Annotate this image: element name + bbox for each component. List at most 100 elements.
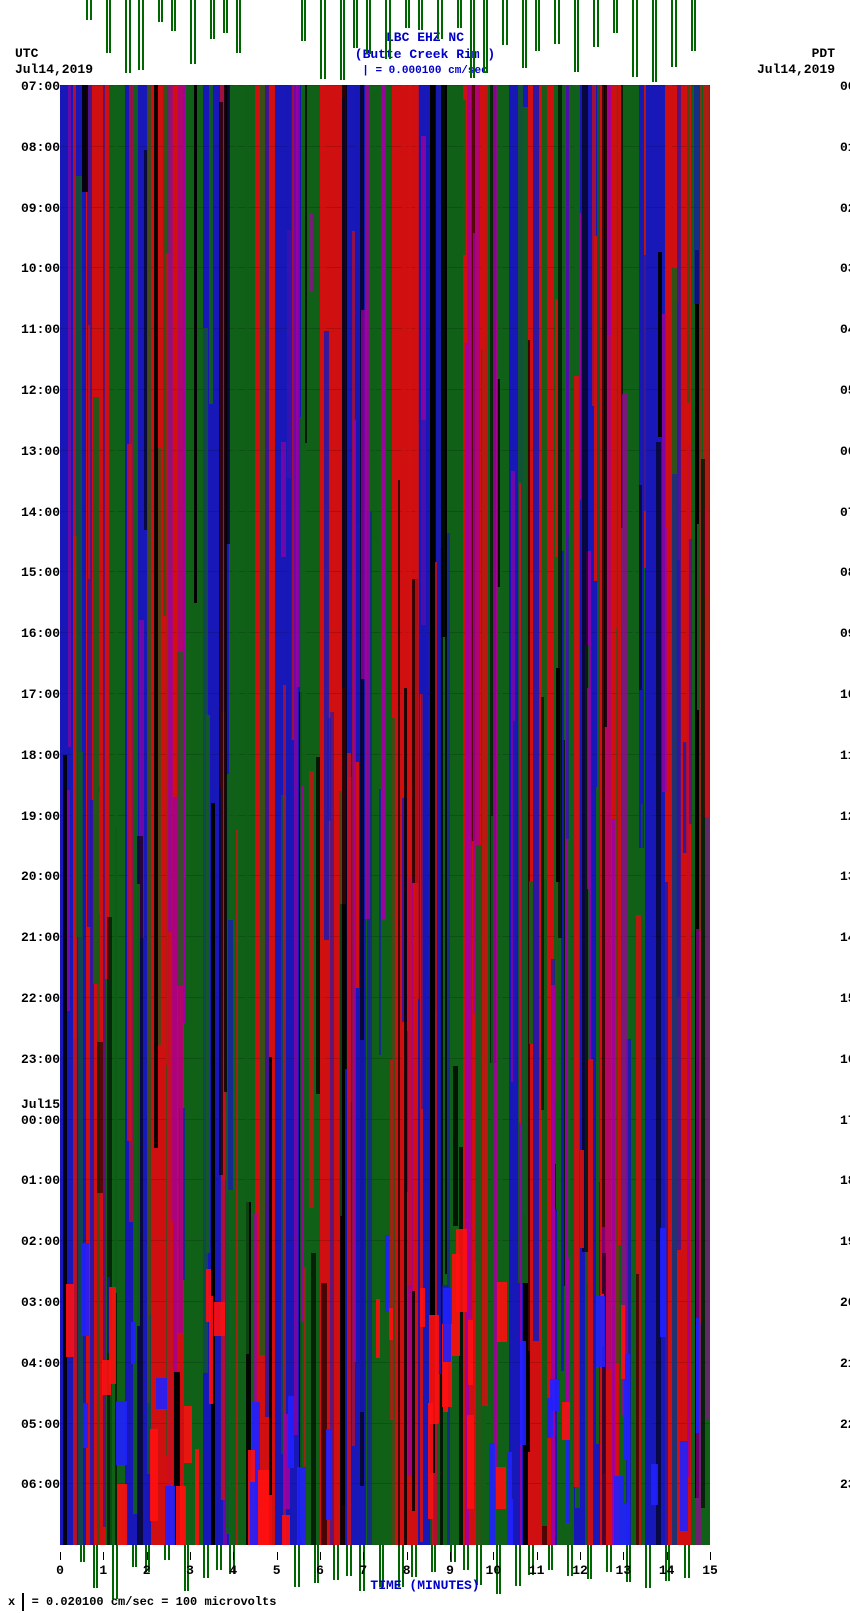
overflow-spike — [652, 0, 654, 82]
trace-noise — [558, 85, 562, 938]
trace-noise — [177, 652, 183, 987]
trace-noise — [441, 85, 447, 637]
overflow-spike — [506, 0, 508, 45]
overflow-spike — [502, 0, 504, 45]
trace-noise — [68, 85, 71, 747]
trace-noise — [551, 985, 555, 1545]
trace-noise — [347, 753, 351, 1545]
utc-time-label: 06:00 — [10, 1477, 60, 1492]
overflow-spike — [86, 0, 88, 20]
trace-noise — [76, 176, 82, 938]
overflow-spike — [408, 0, 410, 28]
overflow-spike — [343, 0, 345, 80]
trace-noise — [513, 721, 516, 1356]
trace-noise — [353, 420, 356, 1362]
trace-noise — [641, 804, 643, 1378]
overflow-spike — [473, 0, 475, 78]
trace-noise — [330, 712, 335, 1545]
overflow-spike — [593, 0, 595, 47]
utc-time-label: 09:00 — [10, 201, 60, 216]
utc-time-label: 11:00 — [10, 322, 60, 337]
overflow-spike — [437, 0, 439, 39]
utc-time-label: 01:00 — [10, 1173, 60, 1188]
pdt-time-label: 06:15 — [840, 444, 850, 459]
utc-time-label: 22:00 — [10, 991, 60, 1006]
overflow-spike — [129, 0, 131, 73]
x-tick-label: 9 — [440, 1563, 460, 1578]
x-axis-title: TIME (MINUTES) — [0, 1578, 850, 1593]
trace-noise — [412, 1291, 416, 1511]
pdt-time-label: 08:15 — [840, 565, 850, 580]
footer-prefix: x — [8, 1595, 22, 1609]
trace-noise — [408, 85, 412, 1285]
pdt-time-label: 05:15 — [840, 383, 850, 398]
pdt-time-label: 11:15 — [840, 748, 850, 763]
pdt-time-label: 12:15 — [840, 809, 850, 824]
pdt-time-label: 16:15 — [840, 1052, 850, 1067]
trace-noise — [390, 1060, 393, 1420]
overflow-spike — [171, 0, 173, 31]
utc-time-label: 13:00 — [10, 444, 60, 459]
trace-noise — [587, 688, 589, 889]
utc-time-label: 23:00 — [10, 1052, 60, 1067]
trace-noise — [114, 85, 118, 1293]
trace-noise — [588, 1059, 593, 1545]
trace-noise — [219, 102, 223, 1175]
overflow-spike — [239, 0, 241, 53]
pdt-time-label: 15:15 — [840, 991, 850, 1006]
overflow-spike — [457, 0, 459, 28]
overflow-spike — [535, 0, 537, 51]
overflow-spike — [522, 0, 524, 68]
trace-noise — [339, 791, 342, 1215]
trace-noise — [421, 420, 427, 1109]
trace-noise — [476, 845, 482, 1545]
trace-noise — [372, 91, 377, 541]
overflow-spike — [655, 0, 657, 82]
overflow-spike — [525, 0, 527, 68]
overflow-spike — [324, 0, 326, 79]
overflow-spike — [483, 0, 485, 73]
trace-noise — [533, 85, 538, 1341]
pdt-time-label: 03:15 — [840, 261, 850, 276]
utc-time-label: 05:00 — [10, 1417, 60, 1432]
pdt-time-label: 13:15 — [840, 869, 850, 884]
trace-noise — [459, 1147, 463, 1545]
overflow-spike — [558, 0, 560, 44]
overflow-spike — [405, 0, 407, 28]
trace-noise — [622, 394, 628, 1416]
pdt-time-label: 18:15 — [840, 1173, 850, 1188]
trace-noise — [211, 803, 215, 1545]
trace-noise — [500, 98, 502, 1315]
overflow-spike — [158, 0, 160, 22]
trace-noise — [309, 771, 314, 1208]
trace-noise — [203, 328, 208, 1373]
x-tick-label: 3 — [180, 1563, 200, 1578]
overflow-spike — [106, 0, 108, 53]
trace-noise — [645, 661, 651, 1545]
x-tick-label: 10 — [483, 1563, 503, 1578]
overflow-spike — [161, 0, 163, 22]
x-tick-label: 0 — [50, 1563, 70, 1578]
utc-time-label: 15:00 — [10, 565, 60, 580]
trace-noise — [269, 1057, 272, 1545]
utc-time-label: 20:00 — [10, 869, 60, 884]
trace-noise — [639, 485, 642, 690]
x-tick-label: 15 — [700, 1563, 720, 1578]
trace-noise — [672, 474, 677, 1545]
overflow-spike — [577, 0, 579, 72]
overflow-spike — [213, 0, 215, 39]
overflow-spike — [356, 0, 358, 48]
overflow-spike — [366, 0, 368, 54]
overflow-spike — [109, 0, 111, 53]
trace-noise — [541, 697, 544, 1110]
overflow-spike — [691, 0, 693, 51]
trace-noise — [209, 85, 214, 404]
trace-noise — [226, 85, 230, 544]
trace-noise — [677, 85, 681, 1250]
utc-time-label: 17:00 — [10, 687, 60, 702]
trace-noise — [636, 1274, 639, 1545]
trace-noise — [63, 755, 67, 1545]
x-tick-label: 12 — [570, 1563, 590, 1578]
trace-noise — [639, 85, 643, 848]
trace-noise — [296, 85, 300, 687]
